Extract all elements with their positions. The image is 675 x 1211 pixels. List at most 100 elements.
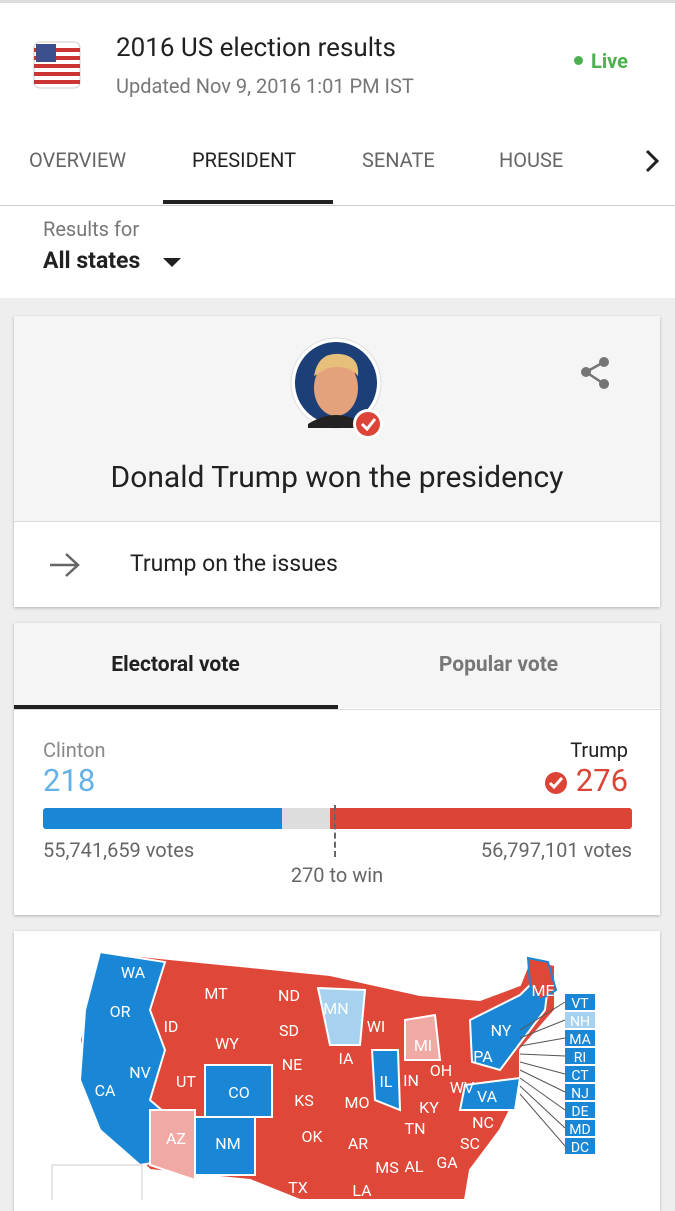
title: 2016 US election results <box>116 33 396 63</box>
filter-label: Results for <box>43 217 140 241</box>
leader-line <box>519 1053 566 1057</box>
state-label: WY <box>215 1034 239 1053</box>
state-label: NH <box>570 1014 590 1030</box>
state-label: WV <box>450 1078 474 1097</box>
live: Live <box>591 49 628 73</box>
state-label: MI <box>414 1036 432 1055</box>
state-label: WA <box>121 963 146 982</box>
state-label: MO <box>345 1093 370 1112</box>
state-label: NE <box>282 1055 303 1074</box>
state-label: KY <box>419 1098 439 1117</box>
state-label: UT <box>176 1072 196 1091</box>
tab[interactable]: OVERVIEW <box>29 148 127 172</box>
state-box <box>565 1030 595 1046</box>
state-label: MS <box>375 1158 398 1177</box>
header-area: 2016 US election results Updated Nov 9, … <box>0 0 675 298</box>
tab-indicator <box>163 200 333 204</box>
divider <box>0 205 675 206</box>
avatar <box>290 337 383 439</box>
state-label: SC <box>460 1134 480 1153</box>
leader-line <box>519 1085 566 1129</box>
state-label: TN <box>405 1119 426 1138</box>
state-label: OK <box>301 1127 323 1146</box>
arrow-icon[interactable] <box>48 552 82 578</box>
bar-trump <box>330 808 632 829</box>
state-label: DE <box>571 1104 588 1120</box>
state-label: AR <box>348 1134 368 1153</box>
filter-value[interactable]: All states <box>43 247 141 274</box>
leader-line <box>519 1061 566 1075</box>
state-label: DC <box>571 1140 589 1156</box>
state-label: MA <box>569 1032 590 1048</box>
state-label: CO <box>228 1083 249 1102</box>
inset <box>51 1164 143 1206</box>
bar-remaining <box>282 808 330 829</box>
state-label: VA <box>477 1087 498 1106</box>
state-box <box>565 1120 595 1136</box>
state-box <box>565 1138 595 1154</box>
map: WA MT ND MN OR ID SD WI WY NY MI IA NE PA NV UT IL IN OH CO… <box>51 950 595 1206</box>
top-edge <box>0 0 675 3</box>
state-label: SD <box>279 1021 299 1040</box>
state-label: AZ <box>166 1129 186 1148</box>
leader-line <box>519 1037 566 1047</box>
divider <box>14 521 660 522</box>
winner-check <box>545 772 567 794</box>
leader-line <box>519 1001 566 1031</box>
state-label: NV <box>129 1063 151 1082</box>
state-label: CA <box>95 1081 116 1100</box>
tab-indicator <box>14 705 338 709</box>
threshold-line <box>334 805 336 857</box>
state-box <box>565 1012 595 1028</box>
state-label: ME <box>531 981 554 1000</box>
updated: Updated Nov 9, 2016 1:01 PM IST <box>116 74 414 98</box>
winner-card: Donald Trump won the presidency Trump on… <box>14 316 660 607</box>
bar-clinton <box>43 808 282 829</box>
state-label: IL <box>380 1072 393 1091</box>
dropdown-arrow[interactable] <box>162 256 182 268</box>
state-label: KS <box>294 1091 314 1110</box>
state-label: TX <box>288 1178 308 1197</box>
results-card: Electoral vote Popular vote Clinton 218 … <box>14 623 660 915</box>
state-label: IA <box>339 1049 354 1068</box>
share-button[interactable] <box>576 354 616 394</box>
state-box <box>565 1066 595 1082</box>
state-label: NM <box>215 1134 240 1153</box>
state-label: WI <box>367 1017 386 1036</box>
state-label: CT <box>571 1068 589 1084</box>
state-box <box>565 1084 595 1100</box>
state-label: GA <box>436 1153 458 1172</box>
state-label: ND <box>278 986 300 1005</box>
state-label: NC <box>472 1113 494 1132</box>
vote-tab[interactable]: Popular vote <box>438 653 559 677</box>
state-label: NJ <box>571 1086 589 1102</box>
state-label: RI <box>574 1050 586 1066</box>
headline: Donald Trump won the presidency <box>110 460 564 495</box>
electoral-votes: 218 <box>43 762 96 799</box>
candidate-name: Clinton <box>43 738 106 762</box>
tab-active[interactable]: PRESIDENT <box>192 148 297 172</box>
state-label: ID <box>164 1017 179 1036</box>
tabs-next[interactable] <box>640 148 664 174</box>
popular-votes: 55,741,659 votes <box>43 838 195 862</box>
candidate-name: Trump <box>570 738 628 762</box>
state-label: PA <box>473 1047 493 1066</box>
tab[interactable]: HOUSE <box>499 148 564 172</box>
issues-link[interactable]: Trump on the issues <box>130 550 338 577</box>
state-box <box>565 1102 595 1118</box>
electoral-votes: 276 <box>575 762 628 799</box>
state-box <box>565 994 595 1010</box>
state-label: LA <box>352 1181 372 1200</box>
map-card: WA MT ND MN OR ID SD WI WY NY MI IA NE PA NV UT IL IN OH CO… <box>14 931 660 1211</box>
state-label: OR <box>110 1002 131 1021</box>
vote-tab-active[interactable]: Electoral vote <box>111 653 240 677</box>
leader-line <box>519 1069 566 1093</box>
tab[interactable]: SENATE <box>362 148 435 172</box>
popular-votes: 56,797,101 votes <box>480 838 632 862</box>
state-box <box>565 1048 595 1064</box>
live-dot <box>574 56 583 65</box>
state-label: AL <box>404 1157 423 1176</box>
flag-icon <box>33 41 81 89</box>
threshold: 270 to win <box>290 863 384 887</box>
